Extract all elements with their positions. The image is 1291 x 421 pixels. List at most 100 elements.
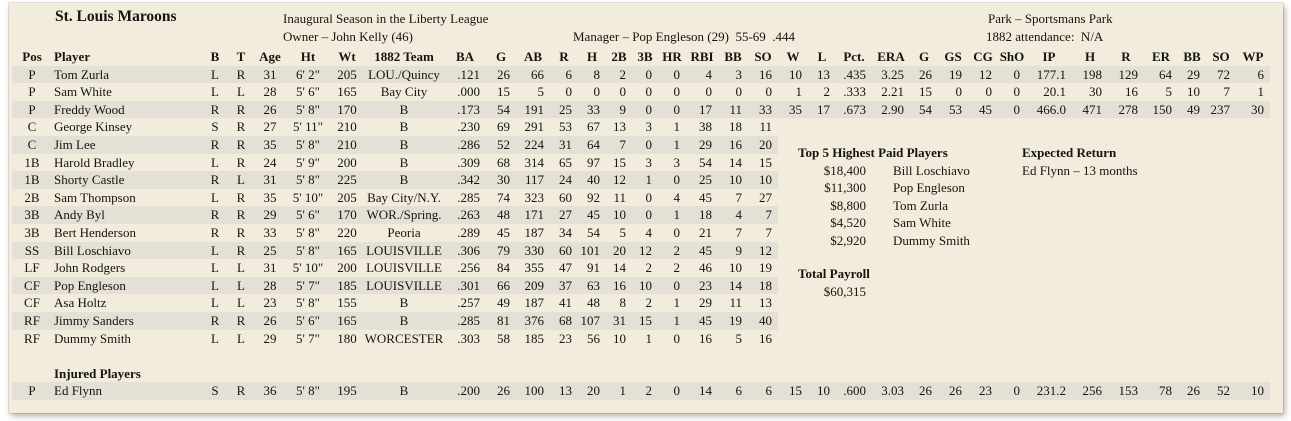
stat-cell: LOUISVILLE (364, 276, 444, 295)
stat-cell: L (228, 171, 254, 189)
stat-cell (968, 171, 998, 189)
stat-cell: 34 (559, 224, 572, 240)
stat-cell: 35 (263, 189, 277, 205)
stat-cell: 16 (718, 135, 748, 154)
stat-cell: 18 (729, 119, 742, 135)
stat-cell: 1 (1257, 84, 1265, 100)
stat-cell: 29 (699, 295, 712, 311)
stat-cell: 16 (699, 330, 712, 346)
stat-cell: B (364, 100, 444, 119)
stat-cell (1178, 224, 1206, 242)
stat-cell: R (236, 154, 246, 170)
stat-cell: 54 (910, 100, 938, 119)
stat-cell: 53 (938, 100, 968, 119)
stat-cell: R (202, 100, 228, 119)
stat-cell: 18 (748, 276, 778, 295)
stat-cell: .121 (444, 65, 486, 84)
stat-cell (872, 330, 910, 348)
stat-cell: 26 (1178, 382, 1206, 400)
stat-cell (968, 294, 998, 312)
stat-cell (1178, 154, 1206, 172)
stat-cell: 29 (263, 330, 277, 346)
stat-cell: 185 (330, 276, 364, 295)
stat-cell (1236, 118, 1270, 136)
stat-cell: 5' 8" (286, 241, 330, 260)
stat-cell (1206, 118, 1236, 136)
stat-cell (1026, 118, 1072, 136)
stat-cell: 231.2 (1026, 382, 1072, 400)
stat-cell: 185 (524, 330, 545, 346)
total-payroll-title: Total Payroll (798, 266, 870, 281)
stat-cell: 101 (578, 241, 606, 260)
stat-cell (1206, 277, 1236, 295)
stat-cell (1236, 224, 1270, 242)
stat-cell: 12 (968, 65, 998, 84)
stat-cell: 330 (516, 241, 550, 260)
stat-cell: 0 (658, 276, 686, 295)
stat-cell: SS (12, 241, 52, 260)
stat-cell: .263 (444, 206, 486, 224)
stat-cell: RF (24, 330, 40, 346)
stat-cell: 54 (486, 100, 516, 119)
stat-cell: B (364, 135, 444, 154)
stat-cell: 56 (587, 330, 600, 346)
column-header: ER (1151, 49, 1171, 64)
stat-cell: 79 (486, 241, 516, 260)
stat-cell: L (211, 84, 219, 100)
stat-cell (1144, 118, 1178, 136)
stat-cell: 170 (330, 206, 364, 224)
stat-cell: R (228, 206, 254, 224)
stat-cell: 150 (1144, 100, 1178, 119)
player-row: 3B Bert Henderson R R 33 5' 8" 220 Peoria .289 45… (12, 224, 1270, 242)
stat-cell (1206, 312, 1236, 330)
stat-cell (968, 277, 998, 295)
stat-cell (1236, 277, 1270, 295)
stat-cell: 45 (968, 100, 998, 119)
stat-cell (836, 312, 872, 330)
stat-cell: 5' 10" (292, 260, 324, 276)
spacer-cell (12, 347, 1270, 365)
stat-cell: 1 (673, 295, 681, 311)
stat-cell: 45 (699, 189, 712, 205)
column-header: WP (1242, 49, 1264, 64)
stat-cell (1178, 171, 1206, 189)
stat-cell (938, 312, 968, 330)
stat-cell: 31 (550, 135, 578, 154)
stat-cell (998, 312, 1026, 330)
stat-cell: 31 (606, 311, 632, 330)
stat-cell: 21 (699, 224, 712, 240)
stat-cell: 68 (497, 154, 510, 170)
stat-cell (1206, 171, 1236, 189)
stat-cell: 67 (587, 119, 600, 135)
stat-cell: John Rodgers (54, 260, 126, 276)
stat-cell: 1 (795, 84, 803, 100)
stat-cell: 27 (550, 206, 578, 224)
stat-cell: 5' 8" (296, 224, 320, 240)
stat-cell: 31 (254, 65, 286, 84)
stat-cell: 23 (559, 330, 572, 346)
stat-cell (1206, 136, 1236, 154)
stat-cell (1144, 330, 1178, 348)
stat-cell: 17 (808, 100, 836, 119)
stat-cell: 171 (516, 206, 550, 224)
stat-cell: 49 (1178, 100, 1206, 119)
player-row: 3B Andy Byl R R 29 5' 6" 170 WOR./Spring. .263 48… (12, 206, 1270, 224)
stat-cell: Andy Byl (52, 206, 202, 224)
stat-cell (1144, 277, 1178, 295)
stat-cell: C (27, 119, 37, 135)
stat-cell: 5 (619, 224, 627, 240)
column-header: H (586, 49, 598, 64)
stat-cell (1108, 206, 1144, 224)
stat-cell (910, 259, 938, 277)
stat-cell: 187 (524, 224, 545, 240)
stat-cell: 33 (748, 100, 778, 119)
stat-cell (1072, 312, 1108, 330)
stat-cell (968, 259, 998, 277)
stat-cell: 31 (263, 260, 277, 276)
column-header: BB (1183, 49, 1201, 64)
stat-cell (1108, 294, 1144, 312)
column-header: GS (944, 49, 962, 64)
stat-cell (808, 312, 836, 330)
stat-cell: 6 (748, 382, 778, 400)
stat-cell: 2 (645, 260, 653, 276)
